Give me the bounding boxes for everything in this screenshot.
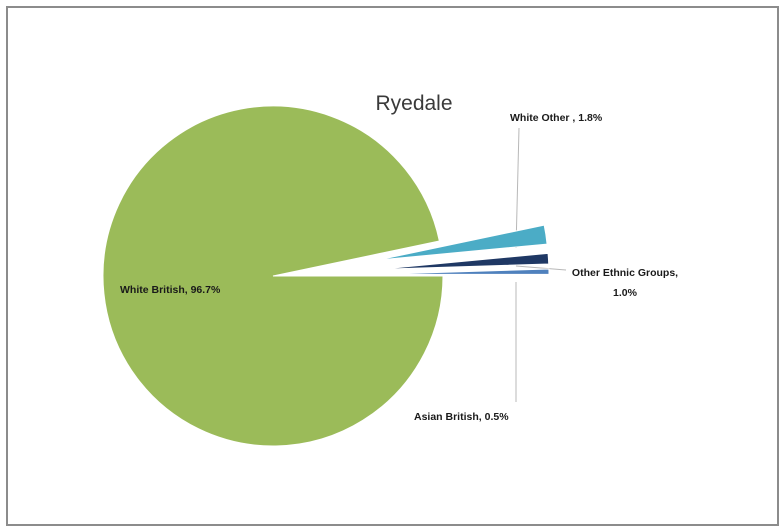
leader-white-other <box>515 127 520 249</box>
pie-slice-white-other <box>377 224 548 261</box>
pie-slice-white-british <box>102 105 444 447</box>
leader-other-ethnic <box>515 265 567 271</box>
data-label-asian-british: Asian British, 0.5% <box>414 411 509 423</box>
pie-slices <box>102 105 550 447</box>
chart-title: Ryedale <box>375 92 452 115</box>
data-label-other-ethnic-groups: Other Ethnic Groups, <box>572 267 678 279</box>
data-label-white-other: White Other , 1.8% <box>510 112 603 124</box>
pie-slice-asian-british <box>378 268 550 275</box>
data-labels: White British, 96.7% White Other , 1.8% … <box>120 112 678 423</box>
data-label-white-british: White British, 96.7% <box>120 284 221 296</box>
data-label-other-ethnic-groups-pct: 1.0% <box>613 287 638 299</box>
pie-slice-other-ethnic-groups <box>378 252 550 270</box>
leader-lines <box>515 127 567 402</box>
